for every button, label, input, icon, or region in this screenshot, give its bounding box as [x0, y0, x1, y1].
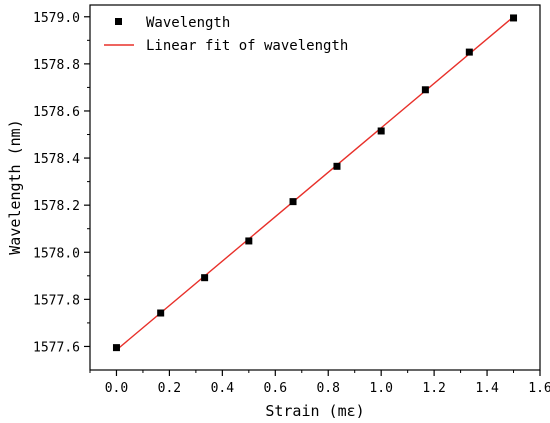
x-axis-ticks: 0.0 0.2 0.4 0.6 0.8 1.0 1.2 1.4 1.6	[89, 370, 550, 396]
x-tick-label: 0.0	[105, 381, 128, 396]
fit-line-layer	[116, 16, 514, 351]
legend: Wavelength Linear fit of wavelength	[104, 15, 348, 54]
y-tick-label: 1577.6	[33, 340, 80, 355]
legend-label-wavelength: Wavelength	[146, 15, 230, 31]
legend-marker-wavelength	[115, 18, 122, 25]
data-point	[201, 274, 209, 282]
x-tick-label: 0.4	[211, 381, 235, 396]
x-tick-label: 0.6	[264, 381, 287, 396]
y-tick-label: 1578.8	[33, 58, 80, 73]
linear-fit-line	[116, 16, 514, 351]
y-tick-label: 1577.8	[33, 293, 80, 308]
x-axis-title: Strain (mε)	[265, 402, 364, 420]
y-tick-label: 1579.0	[33, 11, 80, 26]
data-points-layer	[112, 14, 518, 352]
x-tick-label: 0.2	[158, 381, 181, 396]
x-tick-label: 1.0	[369, 381, 392, 396]
x-tick-label: 0.8	[316, 381, 339, 396]
x-tick-label: 1.2	[422, 381, 445, 396]
plot-frame	[89, 4, 541, 371]
x-tick-label: 1.6	[528, 381, 550, 396]
data-point	[421, 86, 429, 94]
data-point	[377, 127, 385, 135]
y-tick-label: 1578.4	[33, 152, 80, 167]
y-axis-ticks: 1577.6 1577.8 1578.0 1578.2 1578.4 1578.6 1578…	[33, 11, 90, 355]
y-tick-label: 1578.0	[33, 246, 80, 261]
data-point	[289, 198, 297, 206]
y-tick-label: 1578.6	[33, 105, 80, 120]
data-point	[245, 237, 253, 245]
y-axis-title: Wavelength (nm)	[6, 119, 24, 254]
data-point	[465, 48, 473, 56]
x-tick-label: 1.4	[475, 381, 499, 396]
data-point	[510, 14, 518, 22]
y-tick-label: 1578.2	[33, 199, 80, 214]
data-point	[112, 344, 120, 352]
legend-label-fit: Linear fit of wavelength	[146, 38, 348, 54]
data-point	[333, 162, 341, 170]
data-point	[157, 309, 165, 317]
